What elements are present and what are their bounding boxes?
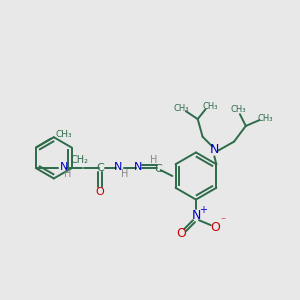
Text: N: N [191, 209, 201, 222]
Text: O: O [95, 187, 104, 197]
Text: CH₃: CH₃ [56, 130, 72, 139]
Text: N: N [134, 162, 142, 172]
Text: CH₃: CH₃ [258, 114, 273, 123]
Text: CH₃: CH₃ [173, 104, 189, 113]
Text: C: C [155, 164, 163, 174]
Text: H: H [150, 155, 158, 165]
Text: O: O [211, 220, 220, 233]
Text: CH₃: CH₃ [230, 105, 246, 114]
Text: CH₃: CH₃ [203, 102, 218, 111]
Text: O: O [176, 227, 186, 240]
Text: H: H [121, 169, 128, 179]
Text: N: N [59, 162, 68, 172]
Text: +: + [199, 206, 207, 215]
Text: N: N [114, 162, 123, 172]
Text: ⁻: ⁻ [220, 216, 225, 226]
Text: N: N [210, 143, 219, 156]
Text: CH₂: CH₂ [70, 155, 88, 165]
Text: C: C [97, 163, 105, 173]
Text: H: H [64, 169, 72, 179]
